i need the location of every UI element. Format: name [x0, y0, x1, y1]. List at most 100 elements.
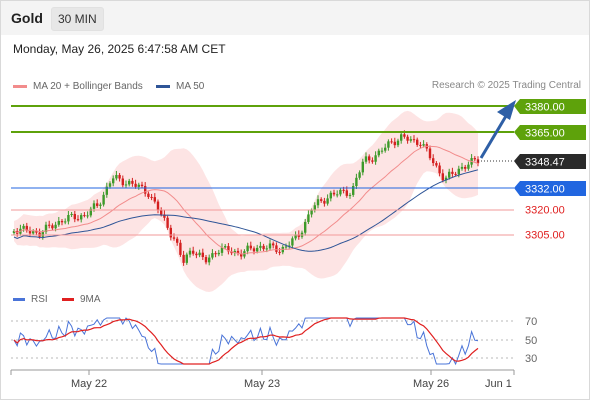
candle-body — [32, 231, 35, 234]
candle-body — [192, 250, 195, 254]
candle-body — [441, 173, 444, 181]
candle-body — [35, 231, 38, 233]
candle-body — [134, 183, 137, 187]
candle-body — [102, 194, 105, 205]
candle-body — [380, 150, 384, 152]
candle-body — [227, 246, 230, 252]
candle-body — [195, 253, 198, 256]
candle-body — [435, 163, 438, 166]
candle-body — [150, 196, 153, 198]
candle-body — [86, 215, 89, 217]
candle-body — [144, 186, 147, 194]
candle-body — [361, 161, 364, 173]
candle-body — [467, 164, 470, 169]
candle-body — [217, 252, 220, 255]
candle-body — [464, 166, 467, 169]
candle-body — [246, 245, 249, 252]
rsi-tick-30: 30 — [525, 353, 537, 365]
legend-rsi-swatch — [13, 298, 25, 301]
candle-body — [444, 177, 448, 181]
candle-body — [364, 156, 368, 162]
candle-body — [96, 203, 99, 206]
candle-body — [316, 199, 320, 206]
level-text-3320: 3320.00 — [525, 205, 565, 217]
candle-body — [131, 180, 134, 184]
candle-body — [224, 246, 227, 248]
candle-body — [345, 190, 348, 196]
x-label-may23: May 23 — [244, 378, 280, 390]
candle-body — [124, 184, 128, 186]
candle-body — [70, 213, 73, 216]
level-text-3332: 3332.00 — [525, 184, 565, 196]
x-label-may26: May 26 — [413, 378, 449, 390]
rsi-9ma-line — [13, 317, 479, 365]
candle-body — [371, 160, 374, 162]
candle-body — [64, 221, 67, 223]
legend-ma50-label: MA 50 — [176, 81, 205, 92]
candle-body — [400, 134, 403, 141]
candle-body — [348, 194, 352, 196]
candle-body — [128, 180, 131, 185]
candle-body — [147, 193, 150, 197]
candle-body — [304, 221, 307, 233]
legend-ma20-swatch — [13, 85, 27, 88]
candle-body — [112, 178, 115, 184]
research-credit: Research © 2025 Trading Central — [431, 80, 581, 91]
legend-ma50: MA 50 — [156, 81, 204, 92]
legend-ma20-bollinger: MA 20 + Bollinger Bands — [13, 81, 143, 92]
candle-body — [438, 165, 441, 174]
candle-body — [83, 215, 86, 217]
candle-body — [393, 141, 396, 146]
candle-body — [115, 174, 118, 179]
candle-body — [297, 234, 300, 237]
candle-body — [163, 214, 166, 218]
candle-body — [172, 237, 176, 239]
candle-body — [182, 254, 185, 263]
candle-body — [268, 243, 272, 249]
candle-body — [288, 245, 291, 247]
legend-ma20-label: MA 20 + Bollinger Bands — [33, 81, 143, 92]
candle-body — [118, 174, 121, 179]
candle-body — [320, 199, 323, 201]
candle-body — [188, 250, 192, 255]
candle-body — [448, 171, 451, 178]
candle-body — [403, 134, 406, 137]
candle-body — [374, 155, 377, 162]
candle-body — [249, 245, 252, 249]
level-label-3365: 3365.00 — [514, 125, 586, 140]
candle-body — [275, 245, 278, 252]
candle-body — [457, 168, 460, 175]
rsi-tick-50: 50 — [525, 335, 537, 347]
candle-body — [51, 225, 54, 229]
legend-9ma-label: 9MA — [80, 294, 101, 305]
candle-body — [60, 220, 64, 223]
candle-body — [310, 210, 313, 215]
candle-body — [169, 227, 172, 238]
candle-body — [460, 166, 464, 169]
level-label-3332: 3332.00 — [514, 181, 586, 196]
candle-body — [41, 232, 44, 237]
timeframe-button[interactable]: 30 MIN — [51, 7, 104, 31]
candle-body — [89, 208, 92, 216]
candle-body — [419, 144, 422, 146]
candle-body — [262, 245, 265, 250]
candle-body — [140, 184, 144, 187]
candle-body — [76, 219, 80, 221]
candle-body — [73, 213, 76, 220]
candle-body — [329, 192, 332, 199]
candle-body — [332, 192, 336, 195]
candle-body — [291, 238, 294, 246]
candle-body — [48, 224, 51, 226]
candle-body — [185, 254, 188, 263]
rsi-tick-70: 70 — [525, 316, 537, 328]
candle-body — [368, 156, 371, 161]
candle-body — [272, 243, 275, 246]
candle-body — [412, 139, 416, 141]
candle-body — [166, 217, 169, 228]
candle-body — [121, 178, 124, 186]
candle-body — [233, 250, 236, 254]
x-label-jun1: Jun 1 — [485, 378, 512, 390]
candle-body — [390, 141, 393, 143]
candle-body — [22, 225, 25, 229]
